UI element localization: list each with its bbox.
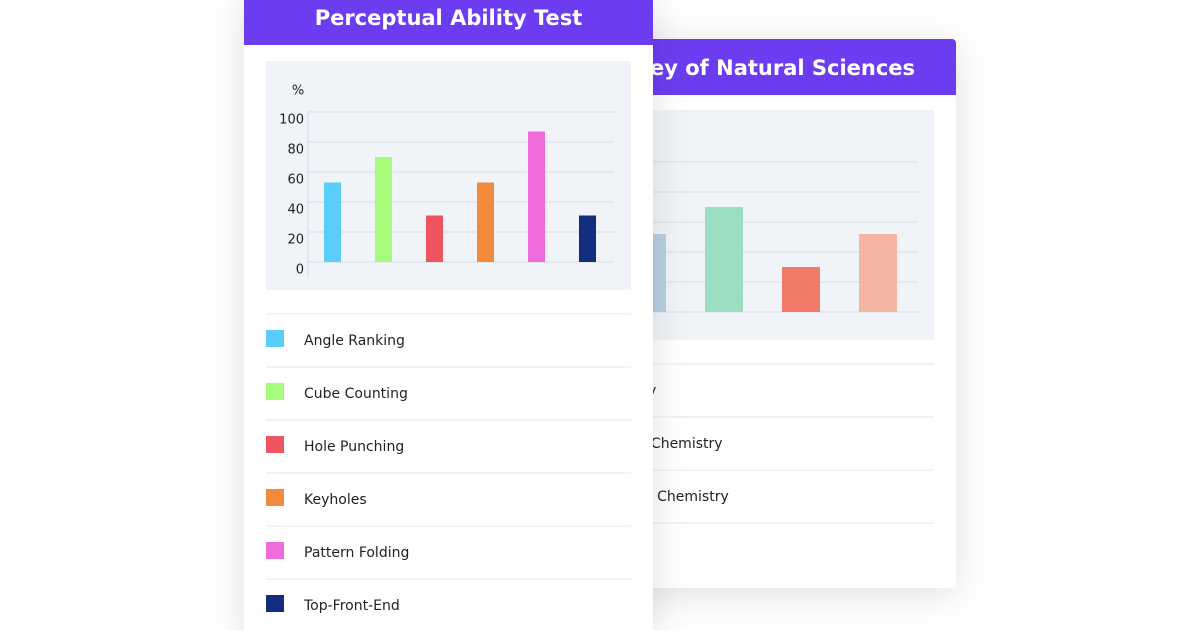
legend-swatch (266, 542, 284, 559)
legend-label: Hole Punching (304, 439, 404, 455)
y-tick-label: 40 (287, 203, 304, 218)
y-tick-label: 80 (287, 143, 304, 158)
legend-swatch (266, 489, 284, 506)
bar (705, 207, 743, 312)
legend-label: Top-Front-End (303, 598, 400, 614)
bar (375, 157, 392, 262)
y-tick-label: 0 (296, 263, 304, 278)
legend-label: c Chemistry (645, 489, 729, 505)
legend-swatch (266, 330, 284, 347)
bar (528, 131, 545, 262)
legend-label: al Chemistry (634, 436, 723, 452)
legend-swatch (266, 595, 284, 612)
card-title: ey of Natural Sciences (650, 56, 915, 80)
bar (324, 182, 341, 262)
y-tick-label: 20 (287, 233, 304, 248)
legend-label: Pattern Folding (304, 545, 409, 561)
front-card: Perceptual Ability Test % 0 20 40 60 80 100 An… (244, 0, 653, 634)
card-title: Perceptual Ability Test (315, 6, 583, 30)
bar (859, 234, 897, 312)
card-header (244, 0, 653, 45)
bar (426, 215, 443, 262)
chart-panel (266, 61, 631, 290)
y-tick-label: 60 (287, 173, 304, 188)
bar (579, 215, 596, 262)
bar (782, 267, 820, 312)
y-axis-label: % (292, 84, 304, 99)
y-tick-label: 100 (279, 113, 304, 128)
legend-swatch (266, 383, 284, 400)
bar (477, 182, 494, 262)
legend-label: Angle Ranking (304, 333, 405, 349)
legend-label: Cube Counting (304, 386, 408, 402)
legend-swatch (266, 436, 284, 453)
card-header (590, 39, 956, 95)
legend-label: Keyholes (304, 492, 367, 508)
